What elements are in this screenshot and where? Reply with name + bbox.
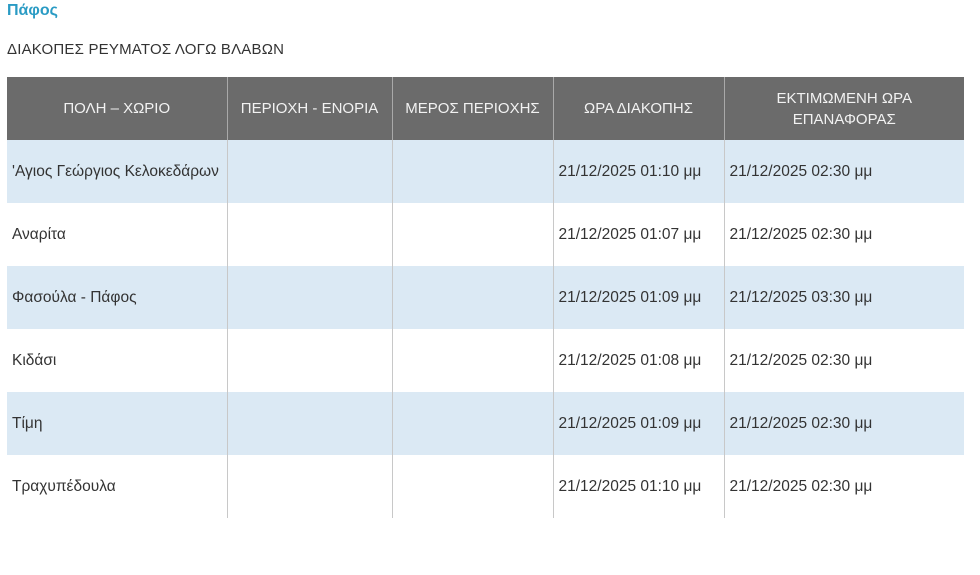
header-outage-time: ΩΡΑ ΔΙΑΚΟΠΗΣ <box>552 77 724 140</box>
cell-outage-time: 21/12/2025 01:10 μμ <box>552 455 724 518</box>
header-area-part: ΜΕΡΟΣ ΠΕΡΙΟΧΗΣ <box>391 77 553 140</box>
header-city-village: ΠΟΛΗ – ΧΩΡΙΟ <box>7 77 227 140</box>
cell-area-part <box>391 329 553 392</box>
table-row: Τίμη 21/12/2025 01:09 μμ 21/12/2025 02:30 … <box>7 392 964 455</box>
cell-outage-time: 21/12/2025 01:08 μμ <box>552 329 724 392</box>
cell-area-parish <box>226 140 392 203</box>
table-row: Αναρίτα 21/12/2025 01:07 μμ 21/12/2025 02:… <box>7 203 964 266</box>
table-row: Φασούλα - Πάφος 21/12/2025 01:09 μμ 21/12/… <box>7 266 964 329</box>
cell-city-village: Φασούλα - Πάφος <box>7 266 227 329</box>
table-row: Τραχυπέδουλα 21/12/2025 01:10 μμ 21/12/202… <box>7 455 964 518</box>
cell-restore-time: 21/12/2025 02:30 μμ <box>723 392 964 455</box>
table-body: 'Αγιος Γεώργιος Κελοκεδάρων 21/12/2025 01… <box>7 140 964 518</box>
header-area-parish: ΠΕΡΙΟΧΗ - ΕΝΟΡΙΑ <box>226 77 392 140</box>
cell-restore-time: 21/12/2025 02:30 μμ <box>723 329 964 392</box>
cell-area-parish <box>226 455 392 518</box>
cell-restore-time: 21/12/2025 02:30 μμ <box>723 455 964 518</box>
cell-area-parish <box>226 392 392 455</box>
outages-table: ΠΟΛΗ – ΧΩΡΙΟ ΠΕΡΙΟΧΗ - ΕΝΟΡΙΑ ΜΕΡΟΣ ΠΕΡΙ… <box>7 77 964 518</box>
cell-restore-time: 21/12/2025 03:30 μμ <box>723 266 964 329</box>
cell-restore-time: 21/12/2025 02:30 μμ <box>723 203 964 266</box>
cell-outage-time: 21/12/2025 01:09 μμ <box>552 266 724 329</box>
cell-outage-time: 21/12/2025 01:07 μμ <box>552 203 724 266</box>
cell-area-part <box>391 266 553 329</box>
cell-area-part <box>391 203 553 266</box>
cell-area-parish <box>226 266 392 329</box>
cell-area-parish <box>226 203 392 266</box>
section-title: ΔΙΑΚΟΠΕΣ ΡΕΥΜΑΤΟΣ ΛΟΓΩ ΒΛΑΒΩΝ <box>7 41 285 58</box>
cell-area-part <box>391 392 553 455</box>
cell-city-village: Τραχυπέδουλα <box>12 478 116 495</box>
cell-city-village: Τίμη <box>7 392 227 455</box>
cell-area-part <box>391 140 553 203</box>
cell-outage-time: 21/12/2025 01:09 μμ <box>552 392 724 455</box>
table-row: Κιδάσι 21/12/2025 01:08 μμ 21/12/2025 02:3… <box>7 329 964 392</box>
header-estimated-restore-time: ΕΚΤΙΜΩΜΕΝΗ ΩΡΑ ΕΠΑΝΑΦΟΡΑΣ <box>723 77 964 140</box>
cell-city-village: 'Αγιος Γεώργιος Κελοκεδάρων <box>7 140 227 203</box>
cell-restore-time: 21/12/2025 02:30 μμ <box>723 140 964 203</box>
cell-city-village: Αναρίτα <box>12 226 66 243</box>
region-title: Πάφος <box>7 2 58 19</box>
cell-city-village: Κιδάσι <box>12 352 57 369</box>
cell-area-part <box>391 455 553 518</box>
cell-area-parish <box>226 329 392 392</box>
table-row: 'Αγιος Γεώργιος Κελοκεδάρων 21/12/2025 01… <box>7 140 964 203</box>
table-header-row: ΠΟΛΗ – ΧΩΡΙΟ ΠΕΡΙΟΧΗ - ΕΝΟΡΙΑ ΜΕΡΟΣ ΠΕΡΙ… <box>7 77 964 140</box>
cell-outage-time: 21/12/2025 01:10 μμ <box>552 140 724 203</box>
